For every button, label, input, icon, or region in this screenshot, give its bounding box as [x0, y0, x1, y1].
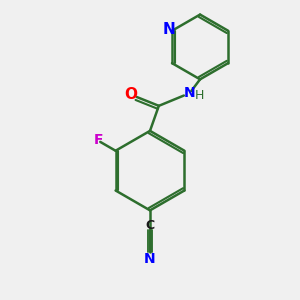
Text: N: N [144, 252, 156, 266]
Text: F: F [94, 134, 104, 147]
Text: N: N [183, 85, 195, 100]
Text: N: N [163, 22, 176, 37]
Text: O: O [124, 87, 137, 102]
Text: C: C [146, 219, 154, 232]
Text: H: H [194, 89, 204, 102]
